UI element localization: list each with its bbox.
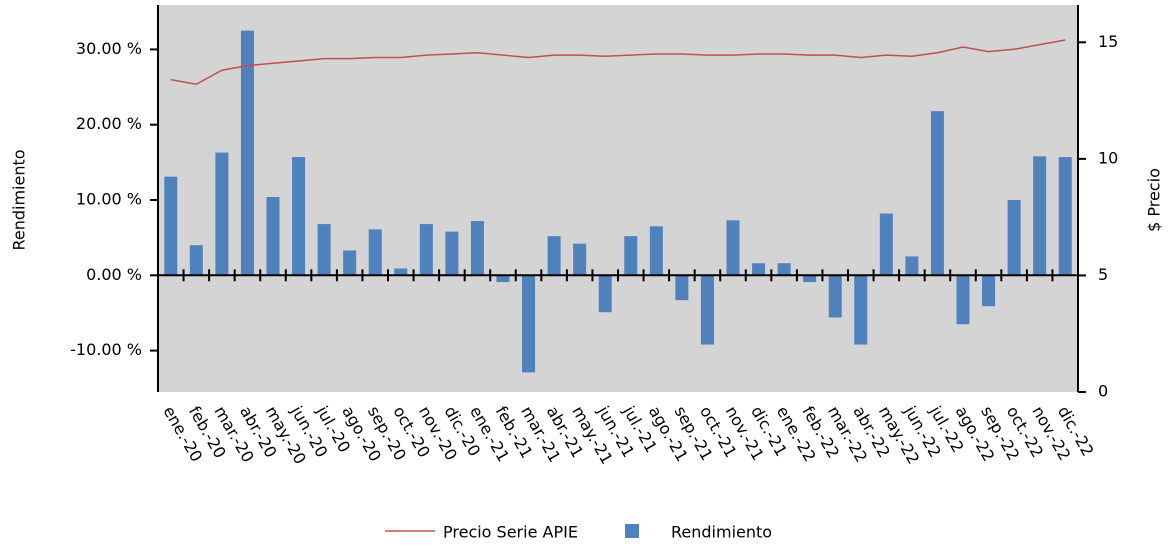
bar bbox=[164, 176, 178, 276]
y-tick-label: 30.00 % bbox=[76, 39, 142, 58]
y-tick-label: 0.00 % bbox=[86, 265, 142, 284]
bar bbox=[343, 250, 357, 276]
bar bbox=[215, 152, 229, 276]
bar bbox=[522, 275, 536, 373]
y-tick-label: 20.00 % bbox=[76, 114, 142, 133]
bar bbox=[649, 226, 663, 276]
y2-tick-label: 5 bbox=[1098, 265, 1108, 284]
y-tick-label: 10.00 % bbox=[76, 190, 142, 209]
bar bbox=[624, 236, 638, 276]
bar bbox=[573, 243, 587, 276]
bar bbox=[828, 275, 842, 318]
legend-swatch bbox=[625, 524, 639, 538]
bar bbox=[419, 224, 433, 276]
bar bbox=[445, 231, 459, 276]
bar bbox=[547, 236, 561, 276]
bar bbox=[726, 220, 740, 276]
bar bbox=[854, 275, 868, 345]
y2-tick-label: 15 bbox=[1098, 32, 1118, 51]
bar bbox=[598, 275, 612, 313]
bar bbox=[470, 221, 484, 276]
bar bbox=[675, 275, 689, 301]
bar bbox=[1058, 157, 1072, 276]
y2-tick-label: 0 bbox=[1098, 382, 1108, 401]
bar bbox=[1007, 200, 1021, 276]
bar bbox=[292, 157, 306, 276]
y-tick-label: -10.00 % bbox=[70, 340, 142, 359]
bar bbox=[700, 275, 714, 345]
bar bbox=[752, 263, 766, 276]
bar bbox=[879, 213, 893, 276]
y-axis-title: Rendimiento bbox=[10, 149, 29, 250]
legend-label: Rendimiento bbox=[671, 523, 772, 542]
bar bbox=[803, 275, 817, 283]
bar bbox=[317, 224, 331, 276]
bar bbox=[189, 245, 203, 276]
bar bbox=[240, 30, 254, 276]
y2-tick-label: 10 bbox=[1098, 148, 1118, 167]
bar bbox=[1033, 156, 1047, 276]
bar bbox=[930, 111, 944, 276]
legend-label: Precio Serie APIE bbox=[443, 523, 578, 542]
bar bbox=[496, 275, 510, 283]
price-line bbox=[170, 39, 1066, 86]
bar bbox=[956, 275, 970, 325]
bar bbox=[368, 229, 382, 276]
y2-axis-title: $ Precio bbox=[1145, 168, 1164, 232]
bar bbox=[266, 196, 280, 276]
bar bbox=[777, 263, 791, 276]
bar bbox=[394, 268, 408, 276]
bar bbox=[905, 256, 919, 276]
plot-area bbox=[158, 5, 1078, 392]
bar bbox=[982, 275, 996, 307]
